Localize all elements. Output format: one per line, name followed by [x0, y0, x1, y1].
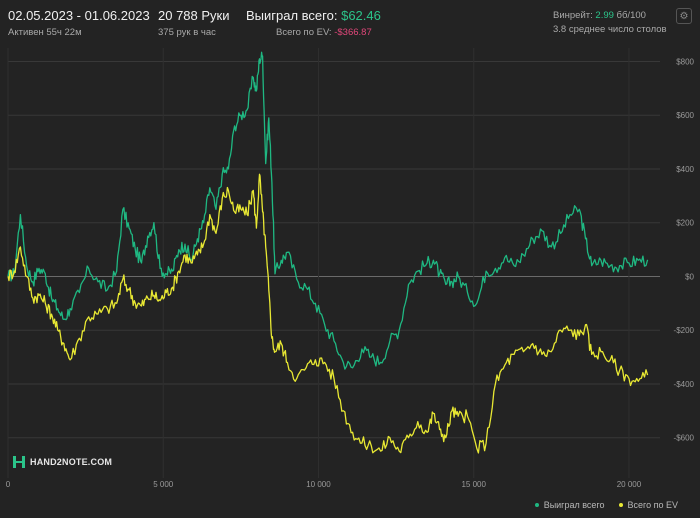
y-tick-label: -$600 — [674, 434, 695, 443]
tick-layer: $800 $600 $400 $200 $0 -$200 -$400 -$600 0 5 000 1… — [6, 57, 695, 489]
won-value: $62.46 — [341, 8, 381, 23]
legend-label-won: Выиграл всего — [543, 500, 605, 510]
hands-count: 20 788 Руки — [158, 8, 230, 23]
y-tick-label: $800 — [676, 57, 694, 66]
winrate-label: Винрейт: — [553, 10, 593, 21]
hands-block: 20 788 Руки 375 рук в час — [158, 8, 230, 38]
series-layer — [7, 51, 649, 454]
x-tick-label: 20 000 — [617, 480, 642, 489]
tables-avg: 3.8 среднее число столов — [553, 24, 667, 35]
x-tick-label: 5 000 — [153, 480, 174, 489]
series-line-ev[interactable] — [7, 173, 649, 454]
logo: HAND2NOTE.COM — [12, 455, 112, 469]
legend: Выиграл всего Всего по EV — [534, 500, 678, 510]
date-range[interactable]: 02.05.2023 - 01.06.2023 — [8, 8, 150, 23]
settings-gear-icon[interactable]: ⚙ — [676, 8, 692, 24]
won-label: Выиграл всего: — [246, 8, 338, 23]
winrate-block: Винрейт: 2.99 бб/100 3.8 среднее число с… — [553, 10, 667, 35]
grid-layer — [7, 48, 660, 478]
ev-value: -$366.87 — [334, 27, 372, 38]
won-block: Выиграл всего: $62.46 Всего по EV: -$366… — [246, 8, 381, 38]
y-tick-label: $400 — [676, 165, 694, 174]
y-tick-label: $0 — [685, 272, 694, 281]
hands-per-hour: 375 рук в час — [158, 27, 216, 38]
legend-item-won[interactable]: Выиграл всего — [534, 500, 605, 510]
y-tick-label: $600 — [676, 111, 694, 120]
logo-text: HAND2NOTE.COM — [30, 457, 113, 467]
legend-item-ev[interactable]: Всего по EV — [618, 500, 678, 510]
x-tick-label: 15 000 — [461, 480, 486, 489]
legend-dot-won — [534, 503, 539, 507]
ev-label: Всего по EV: — [276, 27, 332, 38]
x-tick-label: 0 — [6, 480, 11, 489]
y-tick-label: $200 — [676, 219, 694, 228]
legend-dot-ev — [618, 503, 623, 507]
y-tick-label: -$200 — [674, 326, 695, 335]
date-range-block: 02.05.2023 - 01.06.2023 Активен 55ч 22м — [8, 8, 150, 38]
x-tick-label: 10 000 — [306, 480, 331, 489]
legend-label-ev: Всего по EV — [627, 500, 678, 510]
series-line-won[interactable] — [7, 51, 649, 370]
winrate-value: 2.99 — [595, 10, 614, 21]
h2n-logo-icon — [13, 456, 25, 468]
active-time: Активен 55ч 22м — [8, 27, 82, 38]
winrate-unit: бб/100 — [616, 10, 646, 21]
y-tick-label: -$400 — [674, 380, 695, 389]
